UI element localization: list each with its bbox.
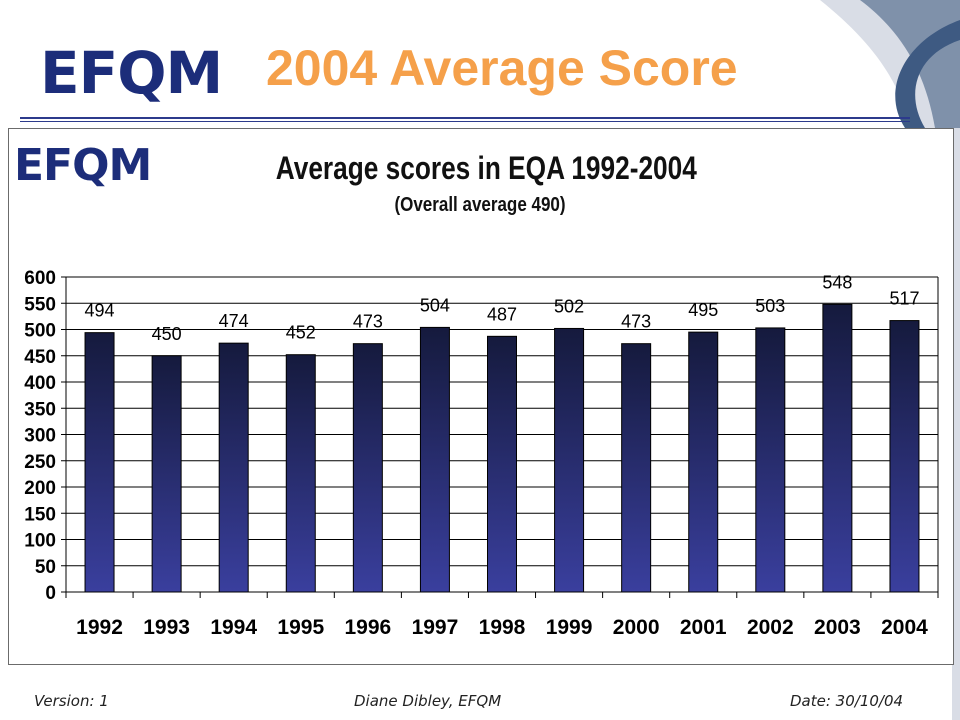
slide-title: 2004 Average Score <box>266 40 738 96</box>
bar-value-label: 502 <box>554 296 584 316</box>
bar-value-label: 503 <box>755 296 785 316</box>
bar-value-label: 494 <box>85 301 115 321</box>
x-tick-label: 2001 <box>680 616 727 639</box>
x-tick-label: 1995 <box>277 616 324 639</box>
y-tick-label: 0 <box>45 583 56 604</box>
y-tick-label: 500 <box>24 321 56 342</box>
y-tick-label: 150 <box>24 504 56 525</box>
bar-value-label: 548 <box>822 272 852 292</box>
x-tick-label: 2003 <box>814 616 861 639</box>
bar-2002 <box>755 327 786 593</box>
bar-value-label: 495 <box>688 300 718 320</box>
y-tick-label: 600 <box>24 268 56 289</box>
x-tick-label: 1992 <box>76 616 123 639</box>
bar-2000 <box>621 343 652 593</box>
y-tick-label: 450 <box>24 347 56 368</box>
efqm-logo: EFQM <box>40 39 223 107</box>
bar-value-label: 504 <box>420 295 450 315</box>
bar-value-label: 474 <box>219 311 249 331</box>
footer-version: Version: 1 <box>34 692 109 710</box>
bar-1998 <box>487 335 517 593</box>
x-tick-label: 1996 <box>344 616 391 639</box>
bar-1992 <box>84 332 115 593</box>
x-tick-label: 1997 <box>412 616 459 639</box>
title-divider-thin <box>20 121 910 122</box>
bar-2004 <box>889 320 920 593</box>
y-tick-label: 250 <box>24 452 56 473</box>
chart-efqm-logo: EFQM <box>14 140 152 191</box>
y-tick-label: 50 <box>35 557 56 578</box>
y-tick-label: 400 <box>24 373 56 394</box>
x-tick-label: 1998 <box>479 616 526 639</box>
bar-value-label: 450 <box>152 324 182 344</box>
x-tick-label: 2000 <box>613 616 660 639</box>
footer-author: Diane Dibley, EFQM <box>354 692 502 710</box>
y-tick-label: 300 <box>24 426 56 447</box>
bar-1999 <box>554 327 585 593</box>
title-divider <box>20 117 910 119</box>
footer-date: Date: 30/10/04 <box>790 692 904 710</box>
y-tick-label: 550 <box>24 294 56 315</box>
bar-2001 <box>688 331 719 593</box>
bar-value-label: 473 <box>621 312 651 332</box>
x-tick-label: 2004 <box>881 616 928 639</box>
bar-value-label: 517 <box>889 289 919 309</box>
bar-1997 <box>419 326 450 593</box>
chart-title: Average scores in EQA 1992-2004 <box>275 150 697 186</box>
x-tick-label: 1993 <box>143 616 190 639</box>
x-tick-label: 1994 <box>210 616 257 639</box>
bar-2003 <box>822 303 853 593</box>
bar-value-label: 473 <box>353 312 383 332</box>
bar-1994 <box>218 342 249 593</box>
bar-value-label: 452 <box>286 323 316 343</box>
bar-value-label: 487 <box>487 304 517 324</box>
bar-1996 <box>352 343 383 593</box>
y-tick-label: 200 <box>24 478 56 499</box>
y-tick-label: 100 <box>24 531 56 552</box>
chart-subtitle: (Overall average 490) <box>394 194 566 216</box>
x-tick-label: 1999 <box>546 616 593 639</box>
x-tick-label: 2002 <box>747 616 794 639</box>
y-tick-label: 350 <box>24 399 56 420</box>
bar-1993 <box>151 355 182 593</box>
bar-1995 <box>285 354 316 593</box>
